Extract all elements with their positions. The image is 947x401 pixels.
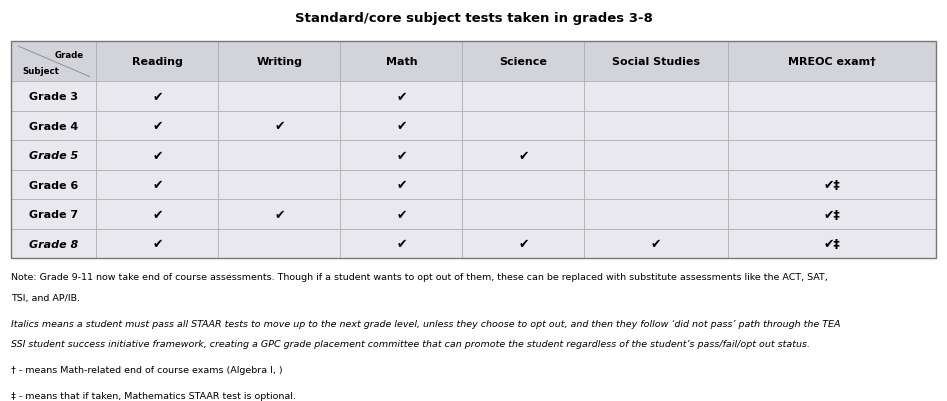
- Bar: [340, 229, 462, 259]
- Bar: [462, 82, 584, 111]
- Text: ✔: ✔: [396, 120, 406, 133]
- Bar: [11, 229, 97, 259]
- Text: Grade 7: Grade 7: [29, 210, 79, 219]
- Text: Grade 6: Grade 6: [29, 180, 79, 190]
- Bar: [219, 111, 340, 141]
- Text: ✔: ✔: [396, 208, 406, 221]
- Bar: [97, 82, 219, 111]
- Text: ✔: ✔: [152, 178, 163, 192]
- Bar: [462, 42, 584, 82]
- Text: ✔: ✔: [152, 208, 163, 221]
- Text: SSI student success initiative framework, creating a GPC grade placement committ: SSI student success initiative framework…: [11, 340, 811, 348]
- Bar: [584, 229, 727, 259]
- Bar: [97, 170, 219, 200]
- Bar: [584, 111, 727, 141]
- Bar: [727, 42, 936, 82]
- Bar: [727, 111, 936, 141]
- Bar: [462, 111, 584, 141]
- Bar: [584, 170, 727, 200]
- Bar: [584, 82, 727, 111]
- Text: † - means Math-related end of course exams (Algebra I, ): † - means Math-related end of course exa…: [11, 365, 283, 374]
- Text: ✔: ✔: [152, 90, 163, 103]
- Bar: [727, 141, 936, 170]
- Text: Grade: Grade: [55, 51, 83, 60]
- Bar: [462, 170, 584, 200]
- Bar: [340, 42, 462, 82]
- Text: Writing: Writing: [257, 57, 302, 67]
- Bar: [462, 200, 584, 229]
- Text: ‡ - means that if taken, Mathematics STAAR test is optional.: ‡ - means that if taken, Mathematics STA…: [11, 391, 296, 400]
- Text: ✔‡: ✔‡: [823, 208, 840, 221]
- Bar: [97, 200, 219, 229]
- Text: Reading: Reading: [132, 57, 183, 67]
- Bar: [727, 170, 936, 200]
- Bar: [219, 141, 340, 170]
- Bar: [11, 170, 97, 200]
- Bar: [727, 82, 936, 111]
- Text: Italics means a student must pass all STAAR tests to move up to the next grade l: Italics means a student must pass all ST…: [11, 319, 841, 328]
- Bar: [462, 141, 584, 170]
- Bar: [11, 111, 97, 141]
- Bar: [727, 229, 936, 259]
- Text: ✔: ✔: [518, 149, 528, 162]
- Text: ✔: ✔: [396, 149, 406, 162]
- Text: ✔: ✔: [396, 90, 406, 103]
- Bar: [219, 229, 340, 259]
- Bar: [340, 141, 462, 170]
- Text: ✔: ✔: [396, 178, 406, 192]
- Text: Grade 8: Grade 8: [29, 239, 79, 249]
- Bar: [584, 141, 727, 170]
- Text: ✔: ✔: [518, 237, 528, 250]
- Text: ✔‡: ✔‡: [823, 178, 840, 192]
- Bar: [340, 82, 462, 111]
- Text: ✔: ✔: [152, 120, 163, 133]
- Text: MREOC exam†: MREOC exam†: [788, 57, 876, 67]
- Bar: [97, 42, 219, 82]
- Bar: [97, 111, 219, 141]
- Text: Standard/core subject tests taken in grades 3-8: Standard/core subject tests taken in gra…: [295, 12, 652, 24]
- Bar: [584, 42, 727, 82]
- Text: Grade 4: Grade 4: [29, 121, 79, 131]
- Bar: [219, 42, 340, 82]
- Text: Grade 3: Grade 3: [29, 92, 79, 102]
- Text: ✔: ✔: [152, 237, 163, 250]
- Text: Note: Grade 9-11 now take end of course assessments. Though if a student wants t: Note: Grade 9-11 now take end of course …: [11, 273, 828, 282]
- Bar: [219, 82, 340, 111]
- Bar: [340, 200, 462, 229]
- Text: ✔: ✔: [396, 237, 406, 250]
- Text: Social Studies: Social Studies: [612, 57, 700, 67]
- Bar: [11, 42, 936, 259]
- Text: ✔‡: ✔‡: [823, 237, 840, 250]
- Text: ✔: ✔: [651, 237, 661, 250]
- Text: Science: Science: [499, 57, 547, 67]
- Bar: [11, 42, 97, 82]
- Text: Subject: Subject: [23, 67, 60, 75]
- Text: ✔: ✔: [274, 208, 285, 221]
- Bar: [11, 200, 97, 229]
- Text: Math: Math: [385, 57, 418, 67]
- Bar: [584, 200, 727, 229]
- Text: Grade 5: Grade 5: [29, 151, 79, 161]
- Bar: [462, 229, 584, 259]
- Bar: [219, 200, 340, 229]
- Bar: [340, 170, 462, 200]
- Bar: [340, 111, 462, 141]
- Text: ✔: ✔: [274, 120, 285, 133]
- Bar: [97, 229, 219, 259]
- Bar: [11, 82, 97, 111]
- Bar: [219, 170, 340, 200]
- Bar: [97, 141, 219, 170]
- Text: TSI, and AP/IB.: TSI, and AP/IB.: [11, 294, 80, 302]
- Bar: [727, 200, 936, 229]
- Text: ✔: ✔: [152, 149, 163, 162]
- Bar: [11, 141, 97, 170]
